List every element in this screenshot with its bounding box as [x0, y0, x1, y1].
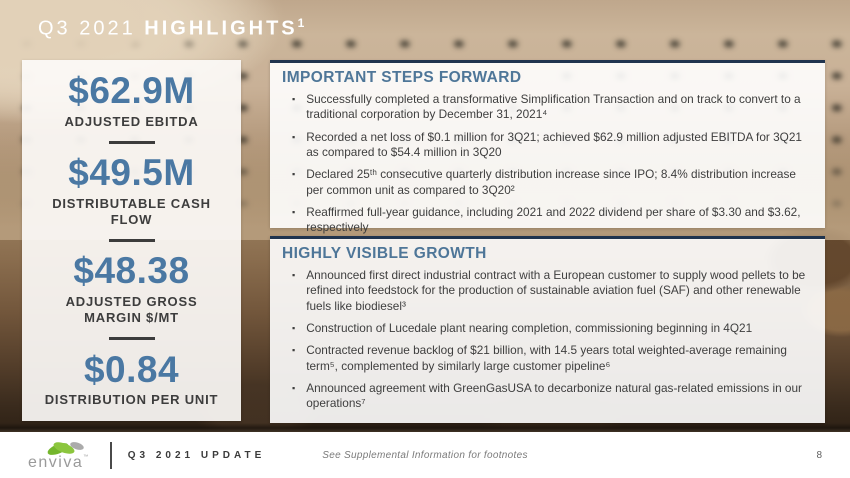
section-heading: IMPORTANT STEPS FORWARD	[282, 69, 522, 86]
bullet-text: Announced agreement with GreenGasUSA to …	[306, 380, 802, 411]
metric-distributable-cash-flow: $49.5M DISTRIBUTABLE CASH FLOW	[22, 152, 241, 228]
bullet-item: ▪ Construction of Lucedale plant nearing…	[292, 321, 811, 336]
photo-bottom-edge	[0, 423, 850, 432]
metric-value: $62.9M	[68, 70, 195, 112]
metric-label: DISTRIBUTABLE CASH FLOW	[52, 196, 211, 228]
brand-wordmark: enviva™	[28, 455, 90, 471]
metric-divider	[108, 337, 155, 341]
supplemental-footnote: See Supplemental Information for footnot…	[322, 449, 528, 461]
bullet-square-icon: ▪	[292, 131, 296, 142]
metric-value: $49.5M	[68, 152, 195, 194]
title-emphasis: HIGHLIGHTS	[144, 17, 298, 40]
bullet-square-icon: ▪	[292, 94, 296, 104]
bullet-square-icon: ▪	[292, 322, 296, 333]
enviva-leaf-icon	[47, 442, 84, 455]
bullet-square-icon: ▪	[292, 382, 296, 393]
bullet-list: ▪ Successfully completed a transformativ…	[282, 92, 811, 236]
bullet-item: ▪ Declared 25ᵗʰ consecutive quarterly di…	[292, 167, 811, 198]
deck-label: Q3 2021 UPDATE	[127, 449, 266, 461]
metric-distribution-per-unit: $0.84 DISTRIBUTION PER UNIT	[22, 348, 241, 409]
metric-divider	[108, 140, 155, 144]
metric-value: $0.84	[83, 348, 180, 390]
metric-adjusted-ebitda: $62.9M ADJUSTED EBITDA	[22, 72, 241, 130]
bullet-item: ▪ Announced first direct industrial cont…	[292, 268, 811, 314]
bullet-item: ▪ Contracted revenue backlog of $21 bill…	[292, 343, 811, 374]
bullet-text: Recorded a net loss of $0.1 million for …	[306, 129, 802, 159]
page-title: Q3 2021 HIGHLIGHTS1	[38, 16, 304, 41]
metric-adjusted-gross-margin: $48.38 ADJUSTED GROSS MARGIN $/MT	[22, 252, 241, 326]
bullet-text: Reaffirmed full-year guidance, including…	[306, 204, 801, 235]
section-heading: HIGHLY VISIBLE GROWTH	[282, 245, 487, 262]
bullet-text: Announced first direct industrial contra…	[306, 268, 806, 313]
enviva-logo: enviva™	[28, 439, 90, 471]
metric-value: $48.38	[73, 250, 190, 292]
footer-divider	[109, 441, 112, 469]
bullet-list: ▪ Announced first direct industrial cont…	[282, 268, 811, 412]
metric-divider	[108, 239, 155, 242]
bullet-item: ▪ Announced agreement with GreenGasUSA t…	[292, 381, 811, 412]
bullet-text: Construction of Lucedale plant nearing c…	[306, 320, 753, 335]
key-metrics-panel: $62.9M ADJUSTED EBITDA $49.5M DISTRIBUTA…	[22, 60, 241, 421]
bullet-text: Successfully completed a transformative …	[306, 92, 801, 122]
bullet-square-icon: ▪	[292, 270, 296, 280]
bullet-text: Declared 25ᵗʰ consecutive quarterly dist…	[306, 167, 796, 197]
footer: enviva™ Q3 2021 UPDATE See Supplemental …	[0, 432, 850, 478]
page-number: 8	[816, 449, 822, 461]
bullet-square-icon: ▪	[292, 169, 296, 180]
bullet-item: ▪ Reaffirmed full-year guidance, includi…	[292, 205, 811, 236]
metric-label: ADJUSTED EBITDA	[64, 114, 199, 130]
trademark-mark: ™	[83, 454, 90, 460]
title-footnote-superscript: 1	[297, 16, 305, 30]
title-prefix: Q3 2021	[38, 17, 136, 40]
bullet-item: ▪ Recorded a net loss of $0.1 million fo…	[292, 130, 811, 161]
section-highly-visible-growth: HIGHLY VISIBLE GROWTH ▪ Announced first …	[270, 236, 825, 423]
bullet-item: ▪ Successfully completed a transformativ…	[292, 92, 811, 123]
bullet-text: Contracted revenue backlog of $21 billio…	[306, 343, 787, 373]
brand-name: enviva	[28, 454, 84, 471]
section-important-steps-forward: IMPORTANT STEPS FORWARD ▪ Successfully c…	[270, 60, 825, 234]
bullet-square-icon: ▪	[292, 206, 296, 217]
metric-label: ADJUSTED GROSS MARGIN $/MT	[65, 294, 198, 326]
metric-label: DISTRIBUTION PER UNIT	[44, 392, 219, 408]
bullet-square-icon: ▪	[292, 345, 296, 356]
